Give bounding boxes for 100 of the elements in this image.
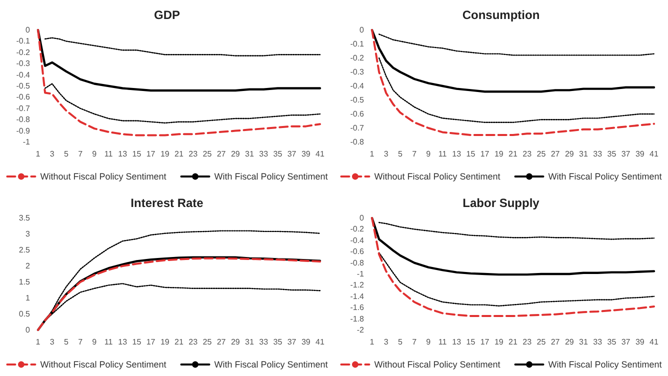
x-tick-label: 13 <box>118 338 128 346</box>
y-tick-label: -1.4 <box>350 292 365 301</box>
x-tick-label: 37 <box>621 150 631 158</box>
x-tick-label: 23 <box>188 150 198 158</box>
y-tick-label: 2.5 <box>18 246 31 254</box>
x-tick-label: 19 <box>494 150 504 158</box>
x-tick-label: 17 <box>146 150 156 158</box>
x-tick-label: 11 <box>438 338 448 346</box>
x-tick-label: 23 <box>188 338 198 346</box>
x-tick-label: 17 <box>480 338 490 346</box>
y-tick-label: -0.5 <box>350 96 365 104</box>
x-tick-label: 29 <box>564 150 574 158</box>
x-tick-label: 31 <box>579 150 588 158</box>
y-tick-label: 0.5 <box>18 310 31 318</box>
x-tick-label: 33 <box>259 338 269 346</box>
x-tick-label: 37 <box>287 150 297 158</box>
x-tick-label: 25 <box>536 338 546 346</box>
x-tick-label: 35 <box>273 338 283 346</box>
x-tick-label: 9 <box>92 150 98 158</box>
legend-label: With Fiscal Policy Sentiment <box>214 172 328 182</box>
x-tick-label: 25 <box>536 150 546 158</box>
x-tick-label: 5 <box>64 338 69 346</box>
x-tick-label: 27 <box>216 150 226 158</box>
x-tick-label: 1 <box>370 338 375 346</box>
x-tick-label: 19 <box>494 338 504 346</box>
x-tick-label: 15 <box>132 150 142 158</box>
y-tick-label: -0.7 <box>16 104 31 113</box>
x-tick-label: 35 <box>273 150 283 158</box>
x-tick-label: 17 <box>146 338 156 346</box>
x-tick-label: 23 <box>522 338 532 346</box>
y-tick-label: -0.8 <box>350 258 365 268</box>
legend-label: Without Fiscal Policy Sentiment <box>374 360 501 370</box>
chart-title: Labor Supply <box>462 196 540 210</box>
x-tick-label: 15 <box>466 338 476 346</box>
y-tick-label: -0.1 <box>350 40 365 48</box>
y-tick-label: -0.4 <box>350 236 365 245</box>
y-tick-label: 2 <box>26 262 31 270</box>
x-tick-label: 7 <box>412 150 418 158</box>
y-tick-label: 3 <box>26 230 31 238</box>
x-tick-label: 39 <box>635 150 645 158</box>
x-tick-label: 31 <box>579 338 588 346</box>
y-tick-label: 0 <box>360 26 365 34</box>
y-tick-label: -0.8 <box>16 115 31 124</box>
y-tick-label: -0.2 <box>350 224 365 234</box>
x-tick-label: 39 <box>301 150 311 158</box>
x-tick-label: 15 <box>466 150 476 158</box>
x-tick-label: 35 <box>607 338 617 346</box>
x-tick-label: 9 <box>426 338 432 346</box>
x-tick-label: 31 <box>245 338 254 346</box>
x-tick-label: 25 <box>202 150 212 158</box>
x-tick-label: 13 <box>452 150 462 158</box>
x-tick-label: 41 <box>316 338 325 346</box>
x-tick-label: 35 <box>607 150 617 158</box>
y-tick-label: -0.2 <box>16 48 31 57</box>
y-tick-label: -1 <box>22 138 31 146</box>
x-tick-label: 13 <box>452 338 462 346</box>
x-tick-label: 27 <box>550 150 560 158</box>
x-tick-label: 3 <box>50 338 55 346</box>
x-tick-label: 11 <box>438 150 448 158</box>
y-tick-label: -0.7 <box>350 124 365 132</box>
y-tick-label: -0.2 <box>350 54 365 62</box>
x-tick-label: 5 <box>398 338 403 346</box>
legend-label: With Fiscal Policy Sentiment <box>548 172 662 182</box>
y-tick-label: -0.4 <box>350 82 365 90</box>
x-tick-label: 1 <box>36 150 41 158</box>
legend-label: With Fiscal Policy Sentiment <box>548 360 662 370</box>
y-tick-label: 0 <box>360 214 365 222</box>
x-tick-label: 19 <box>160 338 170 346</box>
x-tick-label: 29 <box>564 338 574 346</box>
x-tick-label: 31 <box>245 150 254 158</box>
y-tick-label: 1 <box>26 294 31 302</box>
y-tick-label: -0.3 <box>16 59 31 68</box>
x-tick-label: 7 <box>412 338 418 346</box>
x-tick-label: 27 <box>550 338 560 346</box>
x-tick-label: 1 <box>36 338 41 346</box>
x-tick-label: 21 <box>174 338 184 346</box>
x-tick-label: 5 <box>398 150 403 158</box>
x-tick-label: 17 <box>480 150 490 158</box>
chart-title: GDP <box>154 8 180 22</box>
x-tick-label: 3 <box>384 150 389 158</box>
y-tick-label: -0.6 <box>16 92 31 102</box>
y-tick-label: -0.1 <box>16 36 31 46</box>
x-tick-label: 41 <box>316 150 325 158</box>
x-tick-label: 1 <box>370 150 375 158</box>
x-tick-label: 21 <box>508 150 518 158</box>
y-tick-label: 0 <box>26 326 31 334</box>
x-tick-label: 13 <box>118 150 128 158</box>
x-tick-label: 39 <box>301 338 311 346</box>
y-tick-label: -0.5 <box>16 82 31 90</box>
x-tick-label: 9 <box>92 338 98 346</box>
x-tick-label: 3 <box>384 338 389 346</box>
legend-label: Without Fiscal Policy Sentiment <box>40 172 167 182</box>
x-tick-label: 19 <box>160 150 170 158</box>
x-tick-label: 37 <box>287 338 297 346</box>
y-tick-label: -0.4 <box>16 70 31 80</box>
y-tick-label: -0.8 <box>350 138 365 146</box>
y-tick-label: -0.6 <box>350 247 365 256</box>
y-tick-label: 1.5 <box>18 278 31 286</box>
y-tick-label: -2 <box>356 326 365 334</box>
y-tick-label: -1 <box>356 270 365 278</box>
